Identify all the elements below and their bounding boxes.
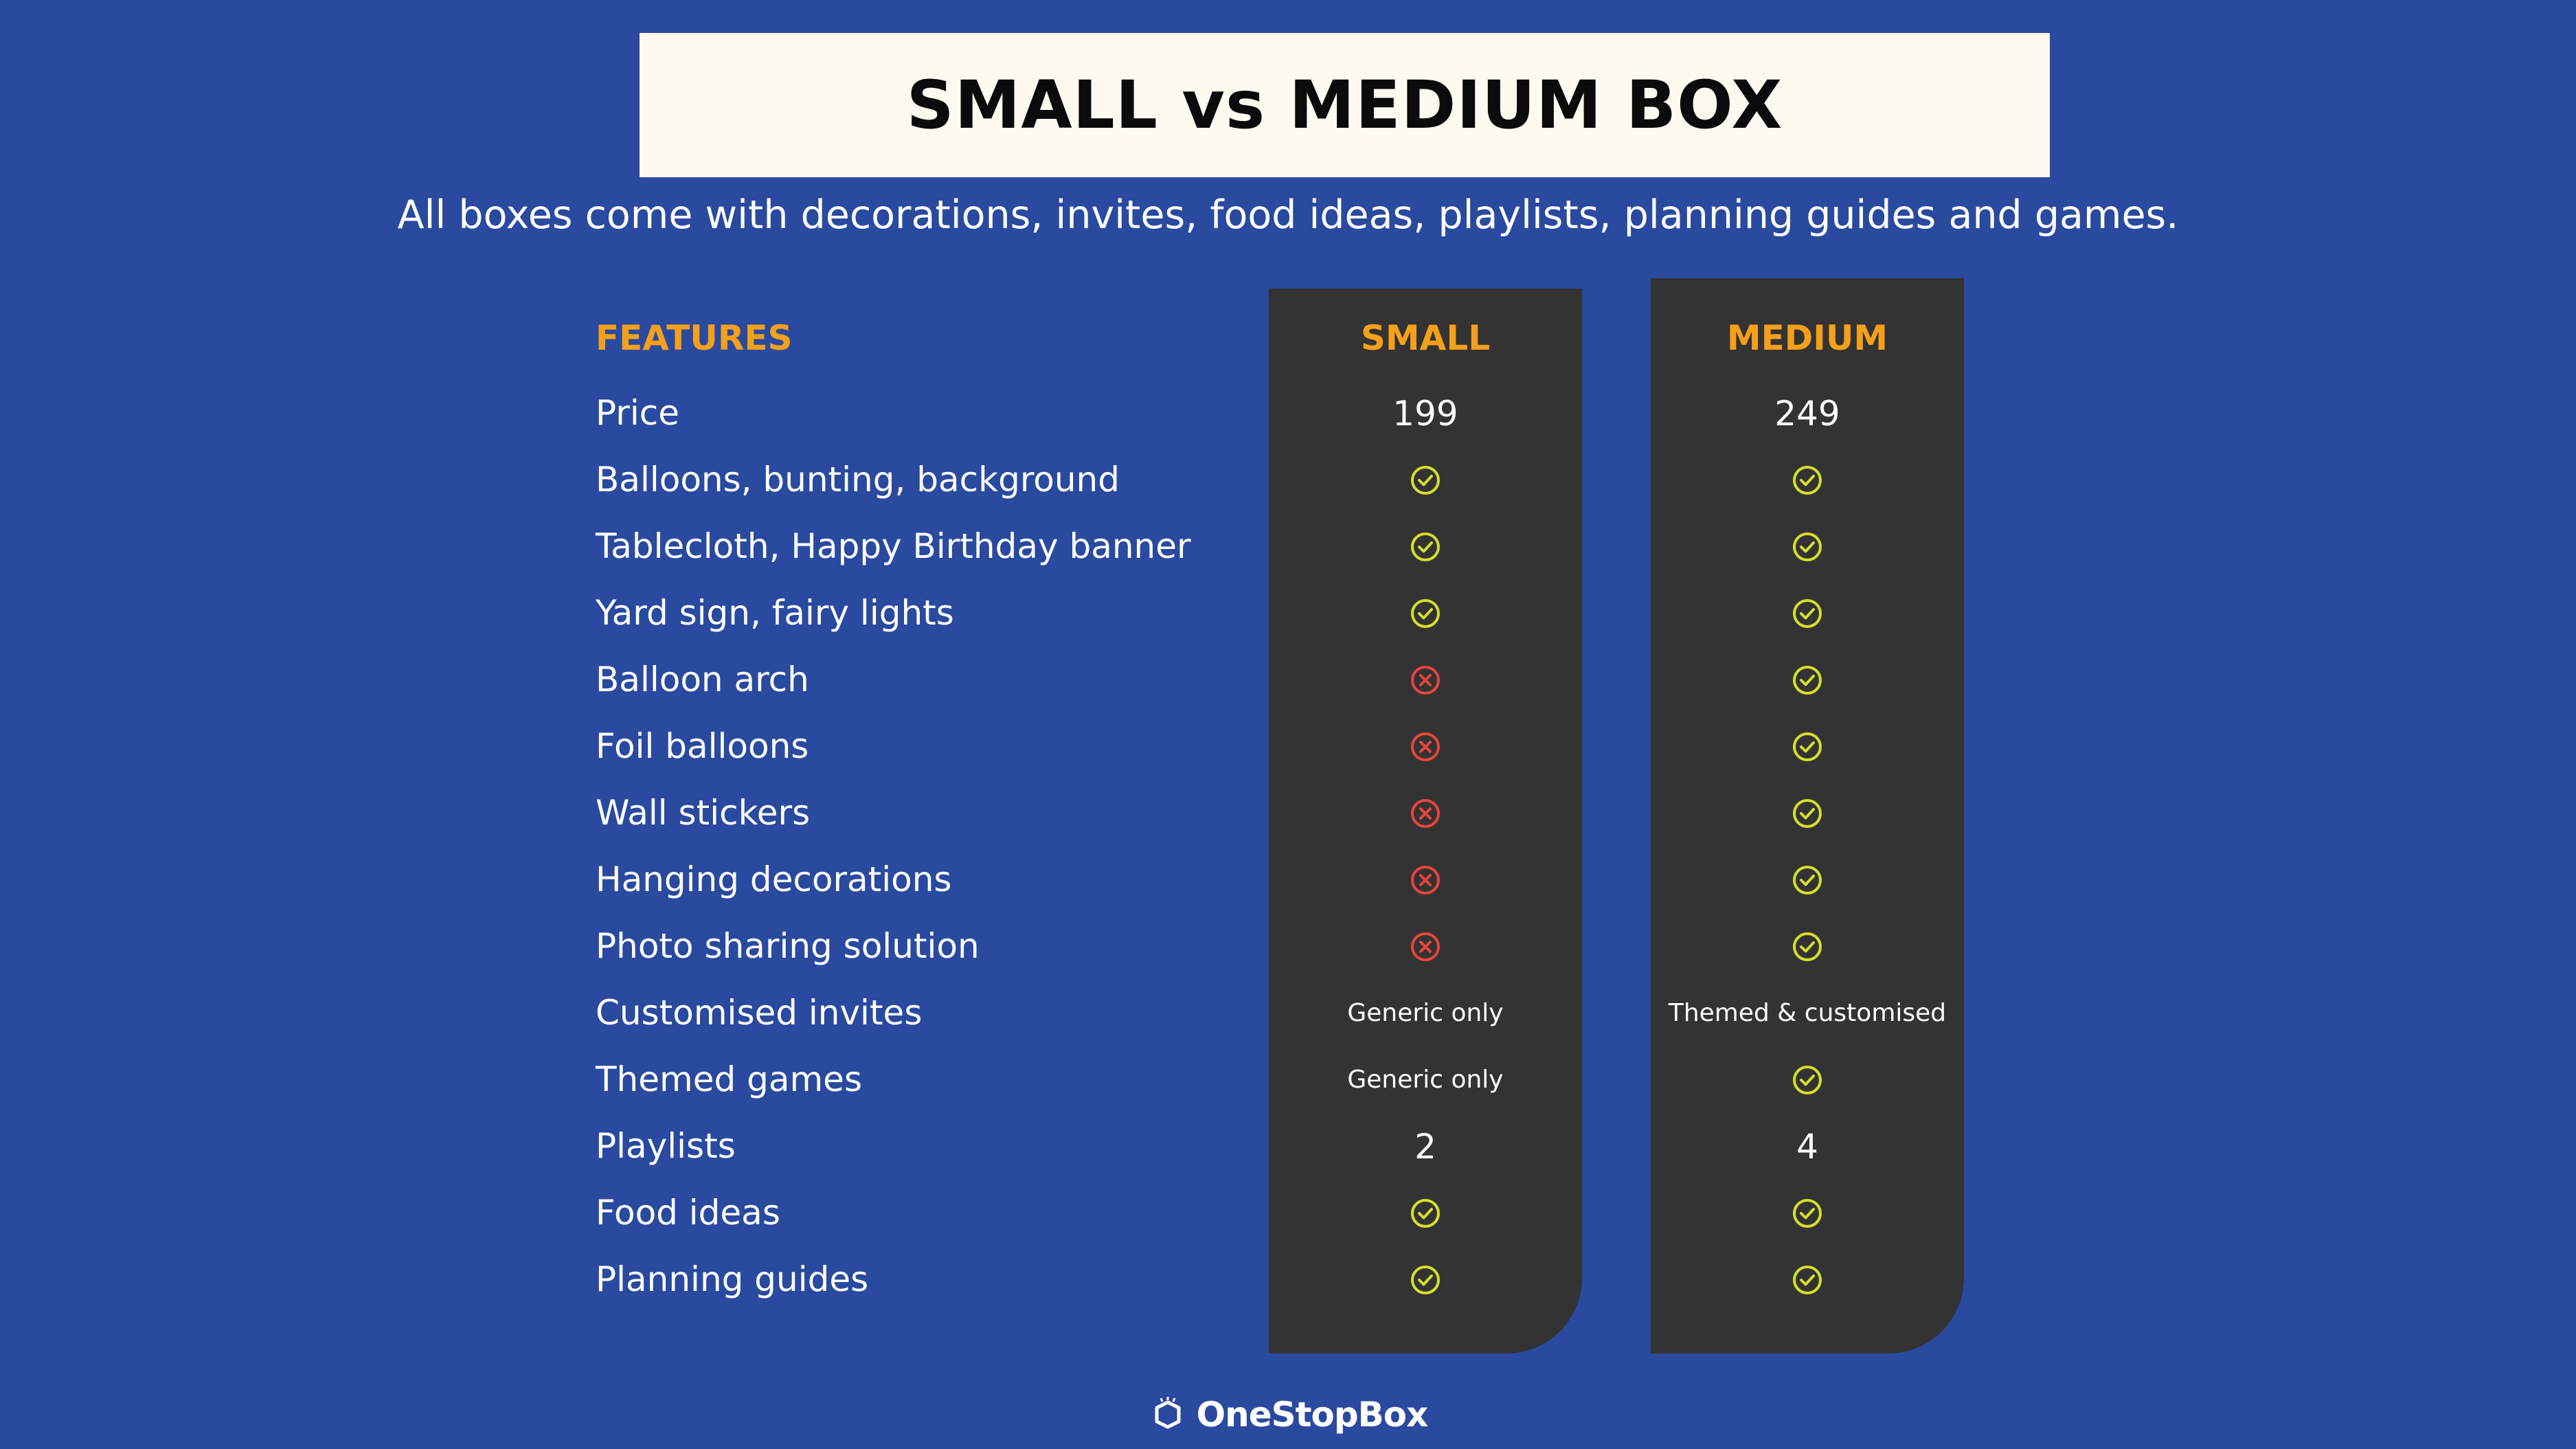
cross-icon bbox=[1411, 798, 1440, 828]
medium-header: MEDIUM bbox=[1726, 318, 1888, 358]
cross-icon bbox=[1411, 732, 1440, 761]
brand-logo: OneStopBox bbox=[0, 1395, 2576, 1435]
check-icon bbox=[1793, 532, 1822, 561]
small-cell: Generic only bbox=[1269, 1046, 1582, 1113]
table-row: Balloon arch bbox=[0, 647, 2576, 713]
cell-value: 4 bbox=[1796, 1126, 1818, 1167]
table-row: Customised invites Generic only Themed & c… bbox=[0, 980, 2576, 1046]
check-icon bbox=[1793, 932, 1822, 961]
features-header: FEATURES bbox=[596, 318, 793, 358]
feature-label: Customised invites bbox=[596, 993, 923, 1033]
feature-label: Yard sign, fairy lights bbox=[596, 593, 954, 633]
table-row: Wall stickers bbox=[0, 780, 2576, 846]
small-cell bbox=[1269, 1246, 1582, 1313]
check-icon bbox=[1793, 865, 1822, 895]
feature-label: Photo sharing solution bbox=[596, 926, 980, 966]
table-row: Balloons, bunting, background bbox=[0, 447, 2576, 513]
check-icon bbox=[1793, 1198, 1822, 1228]
medium-cell bbox=[1651, 580, 1964, 647]
subtitle: All boxes come with decorations, invites… bbox=[397, 192, 2179, 238]
small-cell bbox=[1269, 913, 1582, 980]
table-row: Food ideas bbox=[0, 1180, 2576, 1246]
feature-label: Tablecloth, Happy Birthday banner bbox=[596, 526, 1191, 566]
check-icon bbox=[1793, 1265, 1822, 1294]
feature-label: Playlists bbox=[596, 1126, 736, 1166]
cell-note: Themed & customised bbox=[1668, 999, 1947, 1027]
check-icon bbox=[1793, 598, 1822, 628]
feature-label: Hanging decorations bbox=[596, 860, 952, 899]
feature-label: Price bbox=[596, 393, 679, 433]
cell-value: 2 bbox=[1414, 1126, 1436, 1167]
table-row: Tablecloth, Happy Birthday banner bbox=[0, 513, 2576, 580]
medium-cell bbox=[1651, 447, 1964, 513]
table-row: Themed games Generic only bbox=[0, 1046, 2576, 1113]
feature-label: Themed games bbox=[596, 1059, 862, 1099]
medium-cell: Themed & customised bbox=[1651, 980, 1964, 1046]
table-row: Yard sign, fairy lights bbox=[0, 580, 2576, 647]
small-cell bbox=[1269, 647, 1582, 713]
table-row: Photo sharing solution bbox=[0, 913, 2576, 980]
small-cell: 199 bbox=[1269, 380, 1582, 447]
feature-label: Balloons, bunting, background bbox=[596, 460, 1120, 499]
check-icon bbox=[1411, 598, 1440, 628]
medium-cell bbox=[1651, 1046, 1964, 1113]
check-icon bbox=[1411, 1265, 1440, 1294]
title-banner: SMALL vs MEDIUM BOX bbox=[640, 33, 2050, 177]
medium-cell bbox=[1651, 1180, 1964, 1246]
cross-icon bbox=[1411, 665, 1440, 695]
small-cell bbox=[1269, 713, 1582, 780]
check-icon bbox=[1793, 798, 1822, 828]
feature-label: Wall stickers bbox=[596, 793, 811, 833]
small-cell: 2 bbox=[1269, 1113, 1582, 1180]
check-icon bbox=[1793, 732, 1822, 761]
small-header: SMALL bbox=[1360, 318, 1491, 358]
feature-label: Food ideas bbox=[596, 1193, 780, 1233]
feature-label: Balloon arch bbox=[596, 660, 809, 699]
medium-cell: 4 bbox=[1651, 1113, 1964, 1180]
check-icon bbox=[1793, 1065, 1822, 1094]
small-cell bbox=[1269, 513, 1582, 580]
small-cell bbox=[1269, 447, 1582, 513]
table-row: Planning guides bbox=[0, 1246, 2576, 1313]
logo-icon bbox=[1155, 1397, 1181, 1429]
table-row: Foil balloons bbox=[0, 713, 2576, 780]
medium-cell bbox=[1651, 647, 1964, 713]
medium-cell bbox=[1651, 846, 1964, 913]
check-icon bbox=[1411, 465, 1440, 495]
feature-label: Foil balloons bbox=[596, 726, 809, 766]
small-cell: Generic only bbox=[1269, 980, 1582, 1046]
check-icon bbox=[1411, 532, 1440, 561]
brand-name: OneStopBox bbox=[1196, 1395, 1429, 1435]
cell-note: Generic only bbox=[1347, 1066, 1504, 1094]
medium-cell bbox=[1651, 1246, 1964, 1313]
small-cell bbox=[1269, 846, 1582, 913]
page-title: SMALL vs MEDIUM BOX bbox=[906, 67, 1783, 144]
check-icon bbox=[1411, 1198, 1440, 1228]
table-row: Price 199 249 bbox=[0, 380, 2576, 447]
small-cell bbox=[1269, 1180, 1582, 1246]
medium-cell bbox=[1651, 913, 1964, 980]
table-row: Hanging decorations bbox=[0, 846, 2576, 913]
cell-value: 249 bbox=[1774, 393, 1840, 434]
small-cell bbox=[1269, 580, 1582, 647]
small-cell bbox=[1269, 780, 1582, 846]
medium-cell bbox=[1651, 780, 1964, 846]
medium-cell bbox=[1651, 713, 1964, 780]
cell-value: 199 bbox=[1392, 393, 1458, 434]
check-icon bbox=[1793, 665, 1822, 695]
table-row: Playlists 2 4 bbox=[0, 1113, 2576, 1180]
cross-icon bbox=[1411, 865, 1440, 895]
medium-cell: 249 bbox=[1651, 380, 1964, 447]
feature-label: Planning guides bbox=[596, 1259, 869, 1299]
cell-note: Generic only bbox=[1347, 999, 1504, 1027]
check-icon bbox=[1793, 465, 1822, 495]
cross-icon bbox=[1411, 932, 1440, 961]
medium-cell bbox=[1651, 513, 1964, 580]
